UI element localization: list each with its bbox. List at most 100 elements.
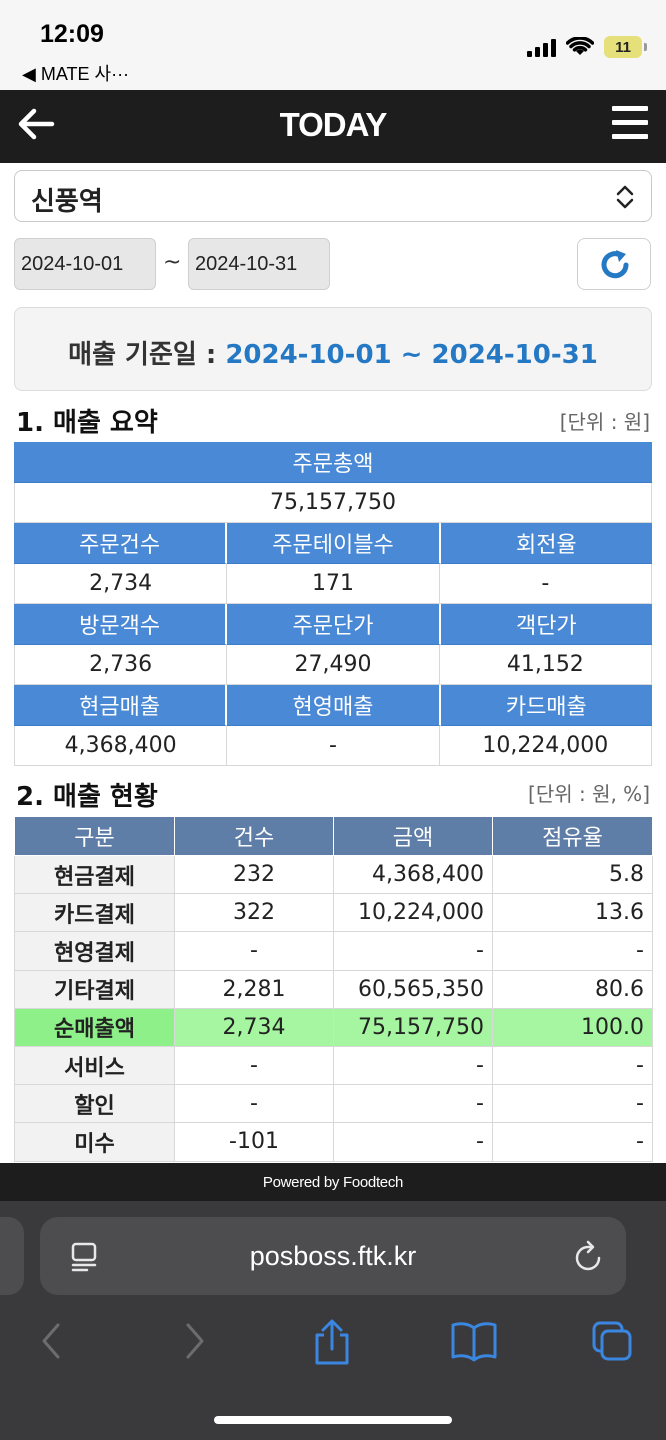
sales-period-box: 매출 기준일 : 2024-10-01 ~ 2024-10-31 (14, 307, 652, 391)
app-header: TODAY (0, 90, 666, 163)
summary-section-title: 1. 매출 요약 (16, 408, 158, 438)
amount-cell: - (333, 931, 493, 971)
updown-chevron-icon (615, 184, 635, 214)
column-header: 건수 (174, 816, 334, 856)
back-to-app-link[interactable]: ◀ MATE 사··· (22, 64, 130, 84)
summary-unit-label: [단위 : 원] (559, 410, 650, 434)
count-cell: 322 (174, 893, 334, 933)
cellular-signal-icon (527, 37, 556, 57)
count-cell: - (174, 1084, 334, 1124)
grid-header-row: 방문객수 주문단가 객단가 (14, 604, 652, 645)
share-cell: 80.6 (492, 969, 653, 1009)
row-label: 현영결제 (14, 931, 175, 971)
share-cell: - (492, 931, 653, 971)
status-time: 12:09 (40, 20, 104, 48)
count-cell: 232 (174, 854, 334, 895)
browser-forward-icon[interactable] (174, 1319, 224, 1369)
grid-value-cell: 4,368,400 (15, 725, 228, 766)
grid-header-cell: 현금매출 (14, 685, 228, 726)
table-row: 할인 - - - (14, 1084, 653, 1124)
start-date-input[interactable]: 2024-10-01 (14, 238, 156, 290)
grid-header-cell: 주문건수 (14, 523, 228, 564)
count-cell: 2,734 (174, 1007, 334, 1047)
grid-value-cell: - (439, 564, 651, 604)
amount-cell: - (333, 1122, 493, 1162)
browser-back-icon[interactable] (32, 1319, 82, 1369)
refresh-icon (601, 250, 629, 279)
page-menu-icon[interactable] (70, 1241, 100, 1277)
table-row: 현영결제 - - - (14, 931, 653, 971)
share-cell: - (492, 1122, 653, 1162)
count-cell: -101 (174, 1122, 334, 1162)
status-bar: 12:09 ◀ MATE 사··· 11 (0, 0, 666, 90)
table-header-row: 구분 건수 금액 점유율 (14, 816, 653, 856)
row-label: 순매출액 (14, 1007, 175, 1047)
grid-value-row: 75,157,750 (14, 482, 652, 523)
share-icon[interactable] (310, 1319, 360, 1369)
refresh-button[interactable] (577, 238, 651, 290)
battery-icon: 11 (604, 36, 647, 58)
count-cell: - (174, 931, 334, 971)
column-header: 구분 (14, 816, 175, 856)
status-unit-label: [단위 : 원, %] (528, 782, 650, 806)
table-row: 기타결제 2,281 60,565,350 80.6 (14, 969, 653, 1009)
bookmarks-icon[interactable] (450, 1319, 500, 1369)
grid-header-cell: 현영매출 (227, 685, 441, 726)
grid-value-cell: 2,734 (15, 563, 228, 604)
grid-value-cell: - (227, 725, 440, 766)
row-label: 기타결제 (14, 969, 175, 1009)
table-row: 현금결제 232 4,368,400 5.8 (14, 854, 653, 895)
row-label: 할인 (14, 1084, 175, 1124)
grid-value-cell: 171 (227, 563, 440, 604)
amount-cell: 75,157,750 (333, 1007, 493, 1047)
grid-header-cell: 카드매출 (440, 685, 652, 726)
status-section-title: 2. 매출 현황 (16, 782, 158, 812)
address-bar[interactable]: posboss.ftk.kr (40, 1217, 626, 1295)
grid-header-cell: 회전율 (440, 523, 652, 564)
period-label: 매출 기준일 : (68, 340, 226, 370)
grid-value-cell: 41,152 (439, 645, 651, 685)
grid-header-cell: 방문객수 (14, 604, 228, 645)
count-cell: 2,281 (174, 969, 334, 1009)
share-cell: - (492, 1045, 653, 1086)
column-header: 점유율 (492, 816, 653, 856)
amount-cell: 10,224,000 (333, 893, 493, 933)
table-row: 카드결제 322 10,224,000 13.6 (14, 893, 653, 933)
date-separator: ~ (163, 250, 182, 275)
grid-header-cell: 주문테이블수 (227, 523, 441, 564)
count-cell: - (174, 1045, 334, 1086)
share-cell: 5.8 (492, 854, 653, 895)
row-label: 카드결제 (14, 893, 175, 933)
share-cell: 100.0 (492, 1007, 653, 1047)
hamburger-menu-icon[interactable] (612, 106, 648, 146)
store-select-value: 신풍역 (31, 187, 103, 217)
page-title: TODAY (279, 106, 388, 143)
share-cell: - (492, 1084, 653, 1124)
grid-header-cell: 주문총액 (14, 442, 652, 483)
grid-value-cell: 27,490 (227, 644, 440, 685)
browser-toolbar: posboss.ftk.kr (0, 1201, 666, 1440)
amount-cell: 60,565,350 (333, 969, 493, 1009)
row-label: 서비스 (14, 1045, 175, 1086)
end-date-input[interactable]: 2024-10-31 (188, 238, 330, 290)
sales-summary-grid: 주문총액 75,157,750 주문건수 주문테이블수 회전율 2,734 17… (14, 442, 652, 766)
previous-tab-preview[interactable] (0, 1217, 24, 1295)
back-arrow-icon[interactable] (16, 104, 60, 148)
status-icons: 11 (527, 36, 647, 58)
browser-nav-row (0, 1319, 666, 1369)
store-select[interactable]: 신풍역 (14, 170, 652, 222)
table-row: 미수 -101 - - (14, 1122, 653, 1162)
wifi-icon (566, 37, 594, 57)
tabs-icon[interactable] (590, 1319, 640, 1369)
grid-value-cell: 2,736 (15, 644, 228, 685)
share-cell: 13.6 (492, 893, 653, 933)
grid-header-row: 주문총액 (14, 442, 652, 483)
reload-icon[interactable] (572, 1239, 604, 1277)
table-row: 서비스 - - - (14, 1045, 653, 1086)
grid-value-row: 4,368,400 - 10,224,000 (14, 725, 652, 766)
grid-header-row: 현금매출 현영매출 카드매출 (14, 685, 652, 726)
powered-by-footer: Powered by Foodtech (0, 1163, 666, 1201)
row-label: 현금결제 (14, 854, 175, 895)
period-value: 2024-10-01 ~ 2024-10-31 (225, 340, 598, 370)
home-indicator (214, 1416, 452, 1424)
